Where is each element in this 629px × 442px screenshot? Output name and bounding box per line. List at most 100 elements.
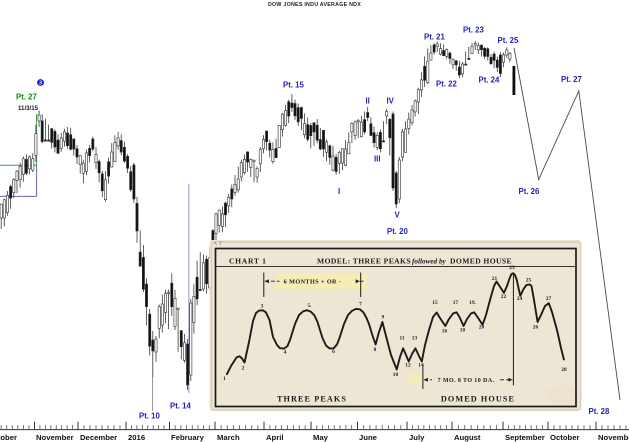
candle-body [274, 148, 278, 158]
candle-body [350, 123, 354, 133]
candle-body [249, 159, 253, 168]
model-point-19: 19. [469, 300, 476, 306]
paper-smudge-1 [214, 241, 217, 246]
candle-body [198, 289, 202, 291]
date-11-3-15-label: 11/3/15 [18, 105, 39, 112]
candle-body [502, 54, 506, 63]
candle-body [322, 130, 325, 150]
candle-body [271, 149, 275, 162]
candle-body [59, 137, 63, 149]
pt-25-label: Pt. 25 [498, 36, 519, 45]
candle-body [243, 159, 246, 173]
candle-body [160, 303, 164, 326]
candle-body [318, 139, 322, 150]
chart-title: DOW JONES INDU AVERAGE NDX [267, 1, 362, 8]
candle-body [382, 140, 385, 143]
candle-body [419, 79, 423, 91]
candle-body [34, 133, 38, 156]
candle-body [145, 283, 148, 307]
candle-body [268, 142, 272, 151]
candle-body [363, 119, 367, 133]
month-label: May [313, 433, 329, 442]
candle-body [337, 152, 341, 164]
candle-body [233, 184, 237, 193]
candle-body [290, 102, 294, 108]
pt-24-label: Pt. 24 [479, 76, 500, 85]
candle-body [100, 173, 104, 192]
model-point-22: 22 [501, 294, 507, 300]
candle-body [88, 148, 92, 156]
candle-body [43, 139, 47, 142]
candle-body [366, 112, 370, 118]
candle-body [239, 162, 243, 178]
candle-body [246, 151, 250, 163]
candle-body [296, 107, 300, 123]
candle-body [132, 164, 136, 200]
candle-body [78, 155, 82, 165]
model-point-24: 24 [517, 296, 523, 302]
month-label: February [171, 433, 205, 442]
candle-body [15, 170, 19, 181]
model-point-25: 25 [526, 278, 532, 284]
candle-body [432, 44, 436, 53]
pt-21-label: Pt. 21 [424, 33, 445, 42]
model-point-4: 4 [284, 350, 287, 356]
candle-body [91, 138, 95, 150]
month-label: April [266, 433, 284, 442]
candle-body [151, 339, 155, 352]
model-point-1: 1 [223, 376, 226, 382]
candle-body [0, 203, 3, 219]
candle-body [467, 57, 471, 60]
candle-body [495, 59, 499, 68]
candle-body [448, 52, 452, 59]
candle-body [347, 142, 351, 155]
candle-body [407, 118, 411, 129]
candle-body [221, 213, 224, 227]
month-label: December [80, 433, 117, 442]
model-point-27: 27 [546, 296, 552, 302]
candle-body [312, 122, 316, 133]
candle-body [205, 258, 209, 285]
pt-27-right-label: Pt. 27 [561, 75, 582, 84]
candle-body [123, 147, 126, 162]
candle-body [176, 307, 180, 310]
candle-body [394, 172, 398, 205]
month-label: October [550, 433, 579, 442]
candle-body [457, 66, 461, 76]
candle-body [454, 60, 458, 66]
candle-body [236, 178, 240, 191]
candle-body [217, 209, 221, 226]
pt-26-label: Pt. 26 [519, 187, 540, 196]
candle-body [186, 343, 190, 386]
candle-body [28, 156, 32, 170]
candle-body [391, 113, 395, 189]
model-point-9: 9 [381, 315, 384, 321]
model-point-17: 17 [453, 300, 459, 306]
pt-15-label: Pt. 15 [283, 81, 304, 90]
candle-body [461, 63, 464, 75]
candle-body [464, 63, 468, 66]
seven-mo-left-arrowhead [423, 377, 428, 382]
candle-body [69, 134, 73, 150]
model-point-6: 6 [332, 349, 335, 355]
candle-body [62, 131, 66, 142]
model-point-28: 28 [561, 367, 567, 373]
candle-body [369, 123, 373, 136]
circled-3-badge-text: 3 [39, 81, 42, 87]
pt-10-label: Pt. 10 [139, 412, 160, 421]
candle-body [72, 138, 76, 150]
candle-body [97, 161, 101, 174]
candle-body [47, 139, 51, 142]
candle-body [473, 43, 477, 46]
candle-body [75, 148, 79, 158]
model-point-5: 5. [307, 303, 312, 309]
candle-body [426, 60, 430, 83]
candle-body [397, 159, 401, 200]
candle-body [157, 306, 161, 329]
candle-body [189, 302, 193, 376]
candle-body [94, 154, 98, 164]
model-point-15: 15 [432, 300, 438, 306]
candle-body [353, 121, 357, 136]
highlight-spot-corner [546, 385, 578, 403]
